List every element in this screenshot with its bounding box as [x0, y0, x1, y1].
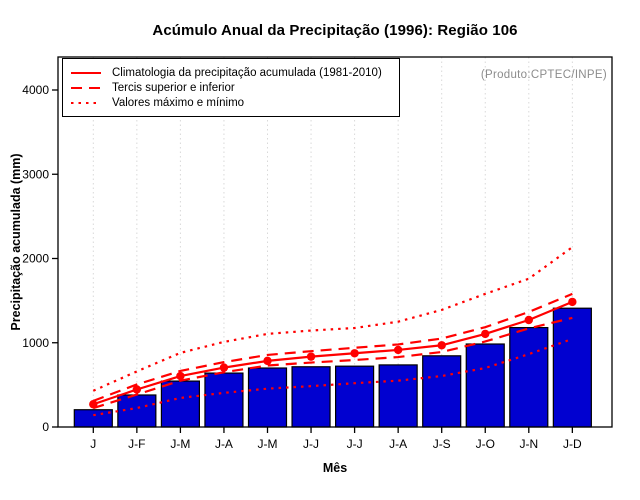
bar	[335, 365, 375, 428]
bar	[291, 366, 331, 428]
climatology-point	[176, 371, 185, 381]
climatology-point	[219, 363, 229, 372]
climatology-point	[568, 297, 577, 307]
y-tick-label: 0	[42, 420, 49, 434]
bar	[422, 355, 462, 428]
bar	[160, 380, 200, 428]
x-tick-label: J-M	[258, 437, 278, 451]
climatology-point	[132, 385, 142, 394]
x-tick-label: J	[90, 437, 96, 451]
climatology-point	[437, 341, 446, 350]
bar	[378, 364, 418, 428]
y-axis-label: Precipitação acumulada (mm)	[9, 153, 23, 331]
plot-box	[57, 56, 613, 428]
legend-label: Valores máximo e mínimo	[112, 96, 245, 109]
x-tick-label: J-A	[389, 437, 407, 451]
legend-label: Climatologia da precipitação acumulada (…	[112, 66, 382, 79]
bar	[509, 326, 549, 428]
bar	[465, 343, 505, 428]
solid-line-icon	[71, 71, 101, 74]
x-tick-label: J-M	[170, 437, 190, 451]
climatology-point	[263, 356, 272, 366]
bar	[73, 409, 113, 428]
x-tick-label: J-A	[215, 437, 233, 451]
x-tick-label: J-N	[519, 437, 538, 451]
climatology-point	[524, 315, 533, 325]
climatology-point	[306, 352, 316, 361]
legend-item-climatologia: Climatologia da precipitação acumulada (…	[70, 65, 393, 80]
x-tick-label: J-F	[128, 437, 145, 451]
x-tick-label: J-J	[347, 437, 363, 451]
legend-item-max-min: Valores máximo e mínimo	[70, 95, 393, 110]
x-tick-label: J-S	[433, 437, 451, 451]
climatology-point	[481, 329, 490, 339]
x-tick-label: J-D	[563, 437, 582, 451]
y-tick-label: 3000	[22, 167, 49, 181]
chart-title: Acúmulo Anual da Precipitação (1996): Re…	[152, 22, 518, 39]
line-dotted	[93, 337, 573, 417]
bar	[204, 372, 244, 428]
climatology-point	[393, 345, 403, 355]
line-dashed	[92, 316, 573, 410]
x-tick-label: J-O	[476, 437, 495, 451]
bar	[552, 307, 592, 428]
line-solid-climatology	[92, 300, 573, 406]
line-dotted	[92, 246, 573, 392]
dotted-line-icon	[71, 101, 101, 104]
bar	[247, 367, 288, 428]
climatology-point	[89, 400, 98, 409]
dashed-line-icon	[71, 86, 101, 89]
product-watermark: (Produto:CPTEC/INPE)	[480, 69, 607, 81]
y-tick-label: 2000	[22, 252, 49, 266]
legend-label: Tercis superior e inferior	[112, 81, 235, 94]
climatology-point	[350, 349, 359, 358]
y-tick-label: 1000	[22, 336, 49, 350]
legend-box: Climatologia da precipitação acumulada (…	[62, 58, 400, 117]
x-axis-label: Mês	[322, 461, 348, 475]
y-tick-label: 4000	[22, 83, 49, 97]
x-tick-label: J-J	[303, 437, 319, 451]
legend-item-tercis: Tercis superior e inferior	[70, 80, 393, 95]
